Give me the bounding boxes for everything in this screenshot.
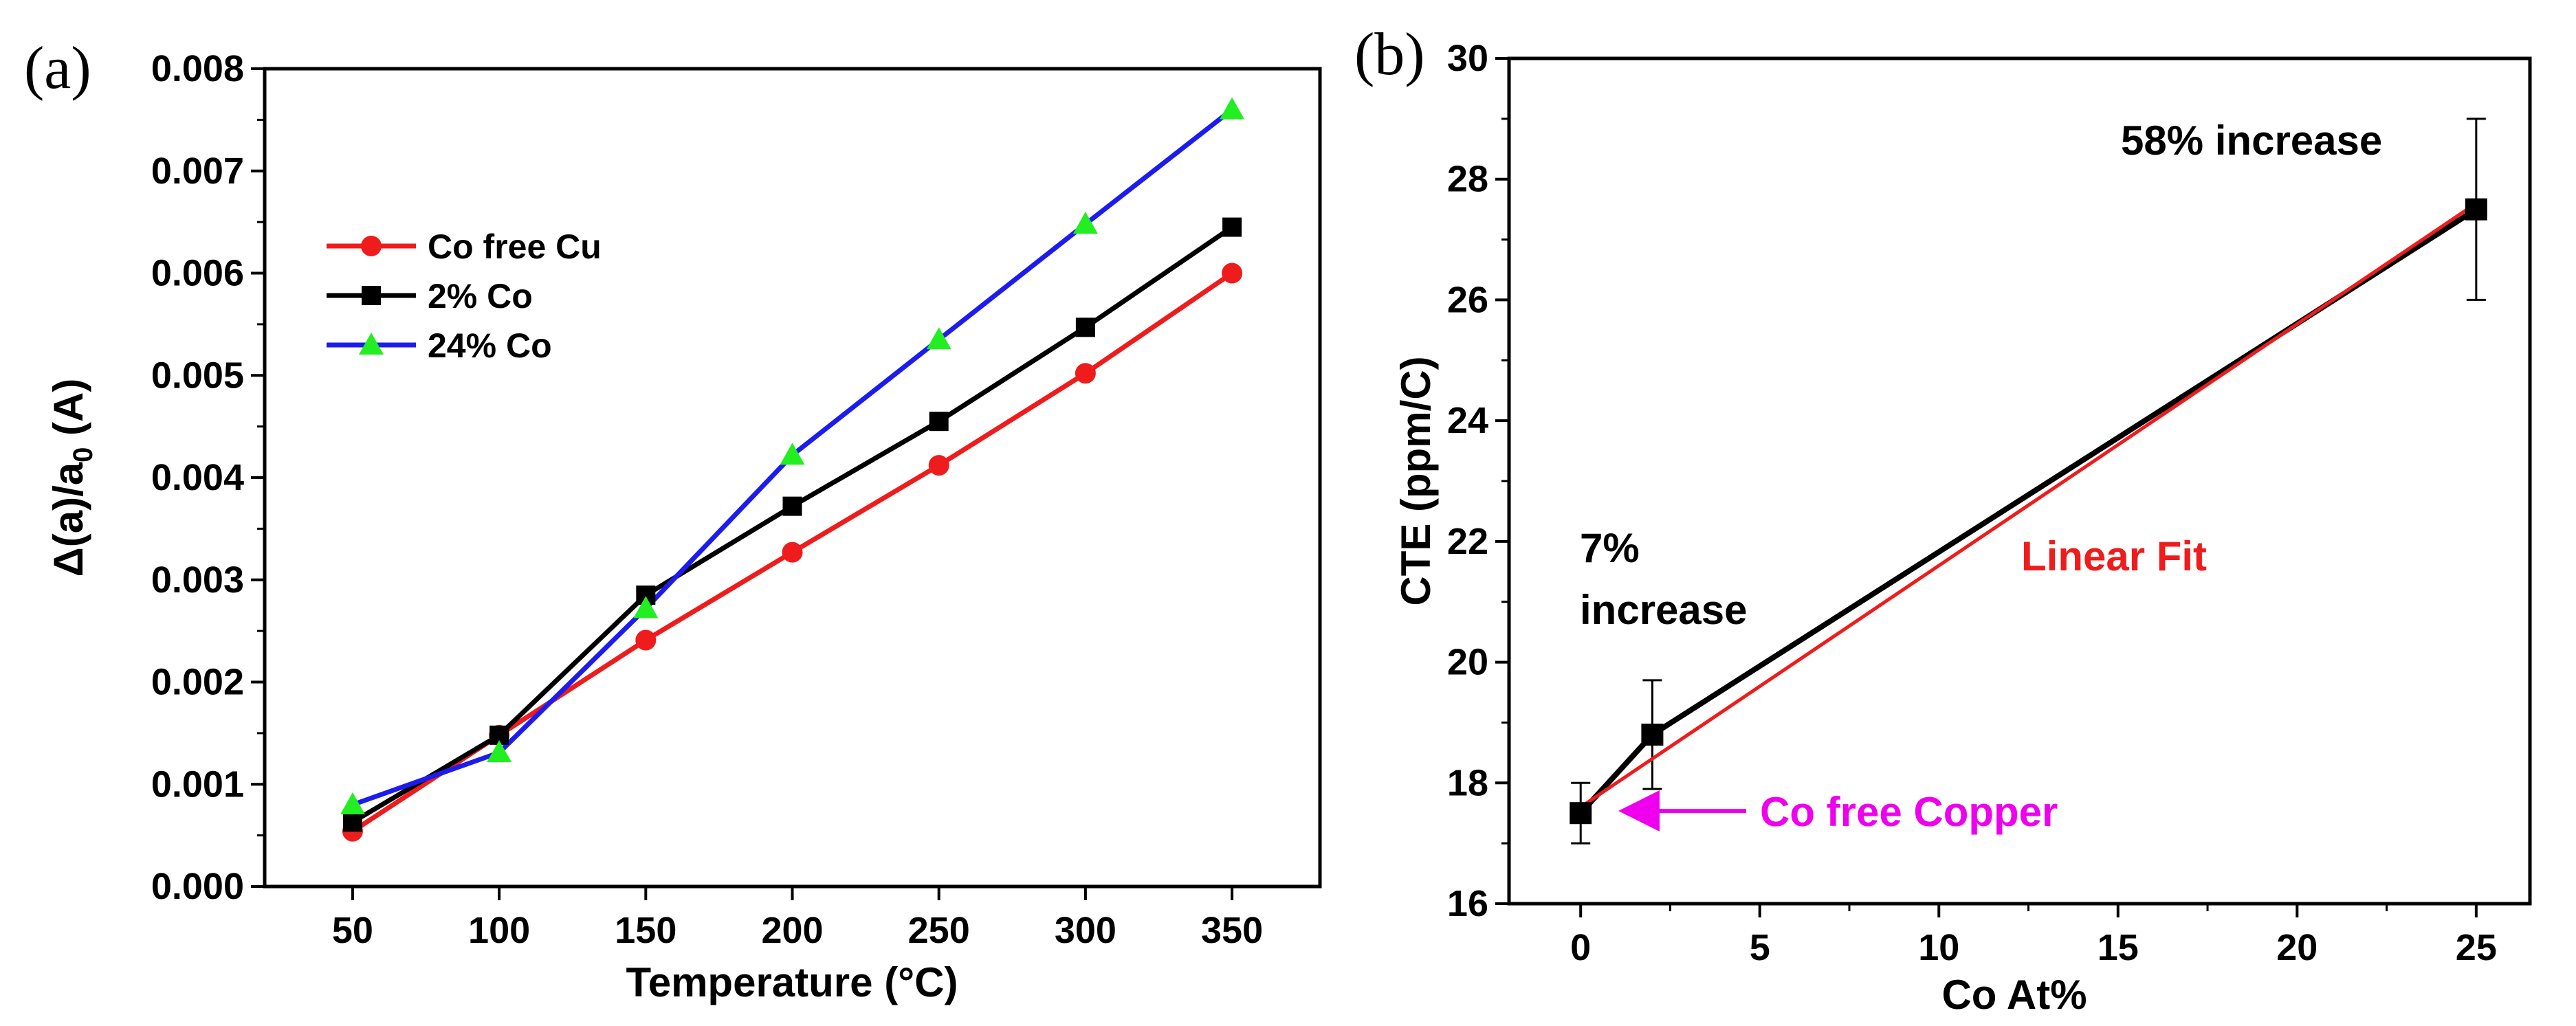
series-line [351,225,1234,825]
y-tick-label: 0.004 [151,457,244,498]
linear-fit-line [1579,201,2478,809]
data-point [1075,317,1095,337]
x-tick-label: 0 [1570,927,1591,968]
data-point [633,596,659,618]
y-tick-label: 0.007 [151,150,244,192]
chart-a: (a) 50 100 150 200 250 300 350 0.000 0.001 0.002… [24,35,1322,1005]
data-point [929,412,949,432]
legend-marker-circle [361,236,382,256]
x-tick-label: 5 [1750,927,1770,968]
x-tick-label: 250 [908,910,970,951]
data-point [1220,97,1245,120]
legend-entry-2-co: 2% Co [327,277,533,315]
data-point [1641,724,1664,746]
legend-entry-24-co: 24% Co [327,326,552,365]
x-axis-title-a: Temperature (°C) [626,959,958,1005]
x-tick-label: 15 [2098,927,2139,968]
data-point [782,496,802,516]
legend-entry-co-free-cu: Co free Cu [327,227,602,266]
data-point [340,792,365,814]
plot-frame-b [1507,56,2532,906]
data-point [635,629,657,651]
legend-label: Co free Cu [428,227,602,266]
data-point [1072,212,1098,234]
x-tick-label: 20 [2276,927,2318,968]
legend-label: 2% Co [428,277,533,315]
y-tick-label: 0.001 [151,763,244,805]
y-tick-label: 16 [1447,883,1488,924]
y-tick-label: 0.005 [151,355,244,396]
x-axis-title-b: Co At% [1941,972,2087,1018]
legend-marker-square [362,286,381,305]
y-axis-title-subscript: 0 [68,447,98,462]
data-line [1578,207,2478,815]
y-tick-label: 18 [1447,762,1488,803]
y-axis-title-a: Δ(a)/a0 (A) [45,379,98,577]
annotation-linear-fit: Linear Fit [2021,533,2207,579]
legend-a: Co free Cu 2% Co 24% Co [327,227,602,365]
annotation-58-increase: 58% increase [2121,118,2382,164]
panel-label-a: (a) [24,35,91,102]
y-tick-label: 26 [1447,279,1488,320]
data-point [1222,217,1242,237]
x-tick-label: 150 [615,910,676,951]
y-axis-title-b: CTE (ppm/C) [1393,356,1439,605]
y-tick-label: 30 [1447,38,1488,79]
y-tick-label: 24 [1447,400,1488,441]
legend-marker-triangle [359,333,384,355]
y-tick-label: 28 [1447,159,1488,200]
data-point [780,443,805,465]
data-point [926,327,951,350]
x-tick-label: 25 [2456,927,2497,968]
data-point [1570,802,1592,825]
x-tick-label: 200 [761,910,823,951]
annotation-co-free-copper: Co free Copper [1760,789,2058,835]
x-tick-label: 350 [1201,910,1263,951]
annotation-increase: increase [1580,587,1748,633]
y-tick-label: 0.002 [151,662,244,703]
data-point [928,455,949,476]
y-tick-label: 0.003 [151,559,244,601]
x-tick-label: 10 [1918,927,1959,968]
annotation-7-percent: 7% [1580,525,1640,571]
x-tick-label: 50 [332,910,373,951]
data-point [1222,263,1243,284]
y-tick-label: 20 [1447,642,1488,683]
series-b [1570,118,2487,845]
chart-b: (b) 0 5 10 15 20 25 16 18 20 22 24 26 28 30 58% incr… [1354,21,2532,1018]
data-point [487,740,512,763]
y-tick-label: 0.006 [151,253,244,294]
series-a [340,97,1245,842]
y-tick-label: 0.000 [151,866,244,907]
x-ticks-a: 50 100 150 200 250 300 350 [332,886,1263,951]
y-ticks-b: 16 18 20 22 24 26 28 30 [1447,38,1509,924]
panel-label-b: (b) [1354,21,1425,88]
x-ticks-b: 0 5 10 15 20 25 [1570,904,2497,968]
data-point [2465,198,2487,221]
y-tick-label: 22 [1447,521,1488,562]
y-ticks-a: 0.000 0.001 0.002 0.003 0.004 0.005 0.006 0.007… [151,48,265,907]
y-axis-title-unit: (A) [45,379,91,447]
y-tick-label: 0.008 [151,48,244,89]
x-tick-label: 300 [1055,910,1116,951]
data-point [342,812,362,832]
x-tick-label: 100 [468,910,530,951]
y-axis-title-main: Δ(a)/a [45,462,91,577]
data-point [1075,363,1096,384]
plot-frame-a [263,67,1322,889]
legend-label: 24% Co [428,326,552,365]
data-point [782,542,803,563]
